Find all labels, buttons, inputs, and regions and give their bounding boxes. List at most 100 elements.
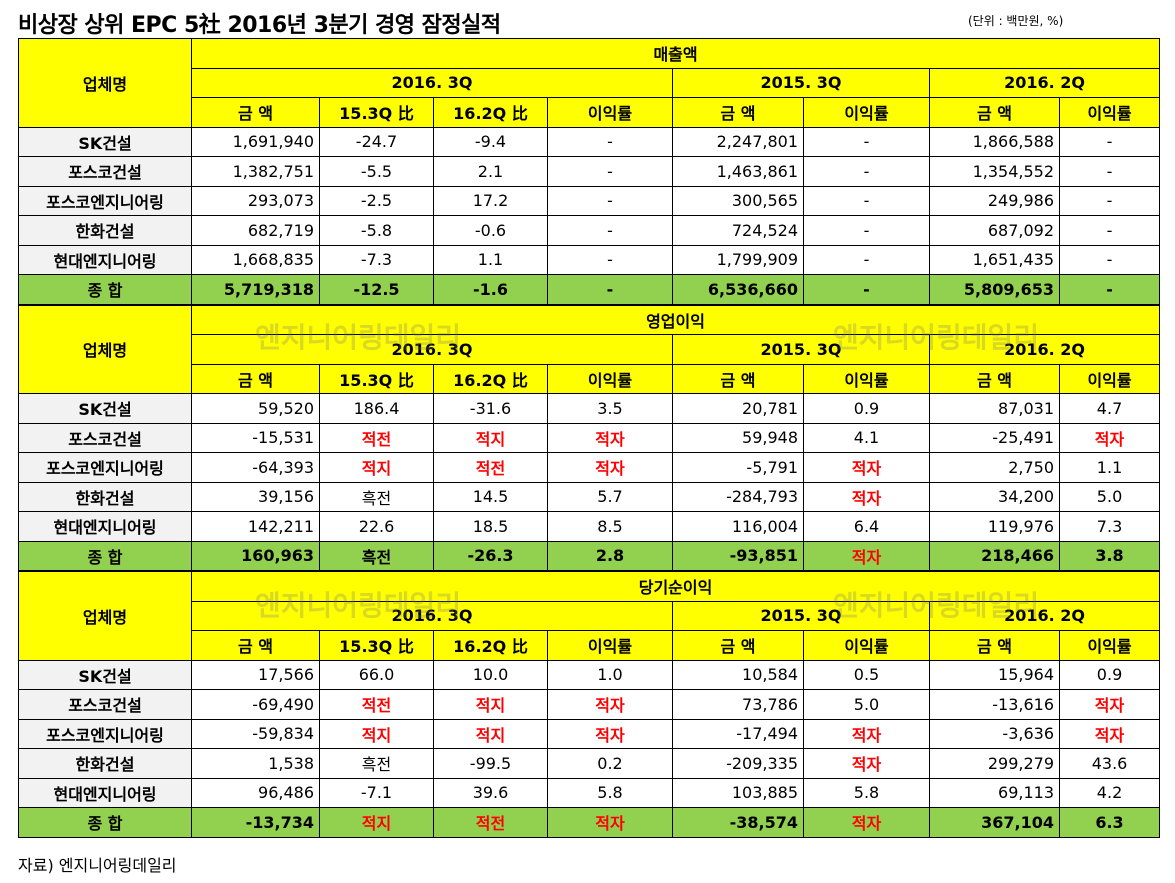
period-header: 2016. 3Q bbox=[191, 334, 673, 365]
table-cell: - bbox=[547, 156, 673, 187]
table-cell: 5.8 bbox=[547, 777, 673, 808]
period-header: 2016. 2Q bbox=[928, 67, 1161, 98]
table-cell: 293,073 bbox=[191, 185, 320, 216]
table-row: 포스코엔지니어링 -64,393 적지 적전 적자 -5,791 적자 2,750 1.1 bbox=[18, 452, 1161, 483]
company-name: 포스코건설 bbox=[18, 689, 192, 720]
total-row: 종 합 5,719,318 -12.5 -1.6-6,536,660-5,809,65… bbox=[18, 274, 1161, 305]
total-cell: 적자 bbox=[547, 807, 673, 838]
table-cell: 43.6 bbox=[1058, 748, 1161, 779]
table-cell: 적자 bbox=[547, 689, 673, 720]
table-cell: - bbox=[803, 244, 930, 275]
column-header: 금 액 bbox=[191, 97, 320, 128]
table-cell: 299,279 bbox=[929, 748, 1060, 779]
table-cell: 10.0 bbox=[433, 659, 548, 690]
period-header: 2015. 3Q bbox=[672, 67, 930, 98]
table-cell: 2,247,801 bbox=[672, 126, 804, 157]
table-cell: 적전 bbox=[319, 422, 434, 453]
table-cell: 66.0 bbox=[319, 659, 434, 690]
company-name: 한화건설 bbox=[18, 481, 192, 512]
company-name: SK건설 bbox=[18, 659, 192, 690]
table-cell: 3.5 bbox=[547, 393, 673, 424]
table-cell: -2.5 bbox=[319, 185, 434, 216]
table-cell: 적자 bbox=[803, 452, 930, 483]
column-header: 이익률 bbox=[1058, 97, 1161, 128]
table-cell: 적자 bbox=[803, 748, 930, 779]
table-cell: -7.3 bbox=[319, 244, 434, 275]
total-cell: -38,574 bbox=[672, 807, 804, 838]
table-cell: 249,986 bbox=[929, 185, 1060, 216]
table-cell: - bbox=[547, 244, 673, 275]
total-cell: 3.8 bbox=[1058, 540, 1161, 572]
table-cell: 1,668,835 bbox=[191, 244, 320, 275]
total-cell: 367,104 bbox=[929, 807, 1060, 838]
table-cell: 682,719 bbox=[191, 215, 320, 246]
company-header: 업체명 bbox=[18, 303, 192, 394]
table-cell: - bbox=[1058, 156, 1161, 187]
table-cell: 적전 bbox=[433, 452, 548, 483]
table-cell: -64,393 bbox=[191, 452, 320, 483]
table-cell: 20,781 bbox=[672, 393, 804, 424]
table-cell: -25,491 bbox=[929, 422, 1060, 453]
table-cell: 5.8 bbox=[803, 777, 930, 808]
table-cell: - bbox=[547, 126, 673, 157]
total-cell: 160,963 bbox=[191, 540, 320, 572]
table-cell: - bbox=[1058, 126, 1161, 157]
table-cell: -5,791 bbox=[672, 452, 804, 483]
period-header: 2016. 2Q bbox=[928, 334, 1161, 365]
table-cell: -9.4 bbox=[433, 126, 548, 157]
table-cell: - bbox=[547, 185, 673, 216]
company-name: 현대엔지니어링 bbox=[18, 244, 192, 275]
total-cell: 적자 bbox=[803, 540, 930, 572]
table-cell: - bbox=[1058, 185, 1161, 216]
column-header: 이익률 bbox=[803, 630, 930, 661]
source-note: 자료) 엔지니어링데일리 bbox=[18, 856, 177, 875]
table-cell: 0.9 bbox=[803, 393, 930, 424]
table-cell: 적지 bbox=[319, 452, 434, 483]
table-cell: 4.1 bbox=[803, 422, 930, 453]
column-header: 16.2Q 比 bbox=[433, 630, 548, 661]
section-header-row: 업체명 매출액 bbox=[18, 38, 1161, 128]
table-row: 현대엔지니어링 142,211 22.6 18.5 8.5 116,004 6.4 119,9… bbox=[18, 511, 1161, 542]
company-name: 한화건설 bbox=[18, 748, 192, 779]
table-cell: -69,490 bbox=[191, 689, 320, 720]
table-cell: 1,866,588 bbox=[929, 126, 1060, 157]
column-header: 16.2Q 比 bbox=[433, 97, 548, 128]
table-cell: 186.4 bbox=[319, 393, 434, 424]
column-header: 15.3Q 比 bbox=[319, 97, 434, 128]
table-cell: 59,948 bbox=[672, 422, 804, 453]
column-header: 금 액 bbox=[191, 630, 320, 661]
table-cell: 34,200 bbox=[929, 481, 1060, 512]
company-header: 업체명 bbox=[18, 570, 192, 661]
total-cell: 5,809,653 bbox=[929, 274, 1060, 305]
table-cell: 6.4 bbox=[803, 511, 930, 542]
company-name: 현대엔지니어링 bbox=[18, 777, 192, 808]
table-cell: 1,799,909 bbox=[672, 244, 804, 275]
total-cell: 218,466 bbox=[929, 540, 1060, 572]
total-cell: -13,734 bbox=[191, 807, 320, 838]
column-header: 금 액 bbox=[929, 630, 1060, 661]
table-cell: 1,538 bbox=[191, 748, 320, 779]
company-name: 포스코건설 bbox=[18, 156, 192, 187]
table-cell: 73,786 bbox=[672, 689, 804, 720]
total-cell: 2.8 bbox=[547, 540, 673, 572]
table-row: 한화건설 1,538 흑전 -99.5 0.2 -209,335 적자 299,279 43.6 bbox=[18, 748, 1161, 779]
table-cell: 2,750 bbox=[929, 452, 1060, 483]
sub-header-row: 금 액 15.3Q 比 16.2Q 比 이익률 금 액 이익률 금 액 이익률 bbox=[19, 363, 1161, 394]
table-cell: 적자 bbox=[547, 718, 673, 749]
table-cell: 2.1 bbox=[433, 156, 548, 187]
table-row: 포스코엔지니어링 -59,834 적지 적지 적자 -17,494 적자 -3,636 적자 bbox=[18, 718, 1161, 749]
table-cell: 1,691,940 bbox=[191, 126, 320, 157]
column-header: 이익률 bbox=[1058, 363, 1161, 394]
period-header: 2016. 3Q bbox=[191, 600, 673, 631]
table-cell: 116,004 bbox=[672, 511, 804, 542]
section-header-row: 업체명 당기순이익 bbox=[18, 570, 1161, 661]
table-cell: 0.5 bbox=[803, 659, 930, 690]
table-row: 한화건설 682,719 -5.8 -0.6-724,524-687,092- bbox=[18, 215, 1161, 246]
period-header-row: 2016. 3Q 2015. 3Q 2016. 2Q bbox=[19, 600, 1161, 631]
table-cell: -5.8 bbox=[319, 215, 434, 246]
total-cell: 6.3 bbox=[1058, 807, 1161, 838]
column-header: 금 액 bbox=[929, 363, 1060, 394]
table-cell: 0.2 bbox=[547, 748, 673, 779]
table-cell: 적지 bbox=[433, 422, 548, 453]
table-cell: 적자 bbox=[547, 422, 673, 453]
